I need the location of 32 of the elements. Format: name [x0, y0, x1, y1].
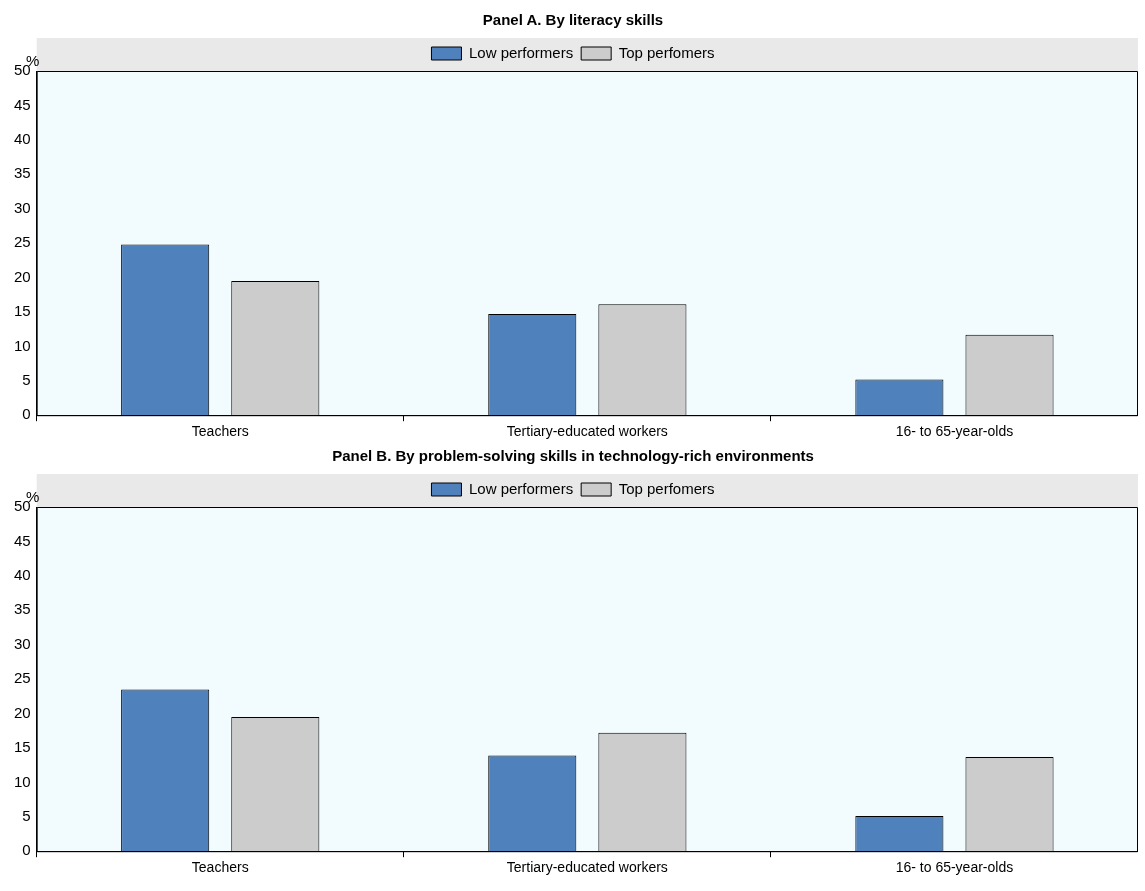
y-tick-label: 5 — [22, 370, 31, 388]
y-tick-label: 35 — [14, 164, 31, 182]
y-tick-label: 5 — [22, 806, 31, 824]
y-tick-label: 35 — [14, 600, 31, 618]
x-tick-label: Teachers — [191, 423, 249, 440]
x-tick-label: Teachers — [191, 859, 249, 876]
x-tick-label: Tertiary-educated workers — [506, 859, 668, 876]
y-tick-label: 20 — [14, 267, 31, 285]
y-tick-label: 10 — [14, 772, 31, 790]
y-tick-label: 45 — [14, 95, 31, 113]
x-tick-label: Tertiary-educated workers — [506, 423, 668, 440]
y-tick-label: 45 — [14, 531, 31, 549]
y-tick-label: 40 — [14, 565, 31, 583]
y-tick-label: 20 — [14, 703, 31, 721]
y-tick-label: 0 — [22, 405, 31, 423]
y-tick-label: 0 — [22, 841, 31, 859]
y-tick-label: 40 — [14, 129, 31, 147]
x-tick-label: 16- to 65-year-olds — [895, 423, 1014, 440]
y-tick-label: 15 — [14, 302, 31, 320]
legend-label: Low performers — [468, 43, 574, 61]
chart-title: Panel B. By problem-solving skills in technology-rich environments — [332, 447, 814, 465]
y-tick-label: 25 — [14, 233, 31, 251]
x-tick-label: 16- to 65-year-olds — [895, 859, 1014, 876]
chart-title: Panel A. By literacy skills — [482, 11, 664, 29]
y-tick-label: 10 — [14, 336, 31, 354]
y-tick-label: 15 — [14, 738, 31, 756]
y-tick-label: 30 — [14, 198, 31, 216]
y-tick-label: 30 — [14, 634, 31, 652]
y-tick-label: 25 — [14, 669, 31, 687]
legend-label: Low performers — [468, 479, 574, 497]
legend-label: Top perfomers — [618, 479, 715, 497]
legend-label: Top perfomers — [618, 43, 715, 61]
